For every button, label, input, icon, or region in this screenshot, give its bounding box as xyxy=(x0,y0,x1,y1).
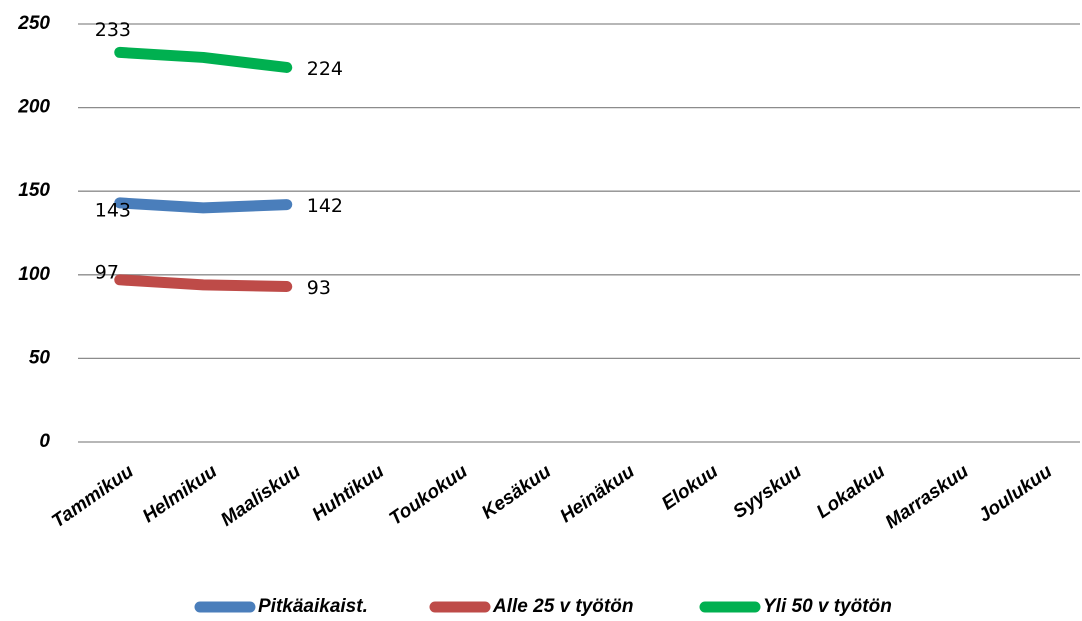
data-label: 143 xyxy=(95,199,131,221)
data-label: 233 xyxy=(95,19,131,41)
x-tick-label: Huhtikuu xyxy=(309,461,389,526)
x-tick-label: Kesäkuu xyxy=(478,461,555,524)
data-label: 142 xyxy=(307,195,343,217)
x-tick-label: Joulukuu xyxy=(975,461,1057,527)
y-tick-label: 50 xyxy=(29,347,51,368)
y-tick-label: 100 xyxy=(18,264,50,285)
x-tick-label: Syyskuu xyxy=(729,461,805,523)
x-tick-label: Marraskuu xyxy=(882,461,973,534)
y-tick-label: 150 xyxy=(18,180,50,201)
x-tick-label: Lokakuu xyxy=(813,461,889,523)
data-label: 93 xyxy=(307,277,331,299)
legend-label: Alle 25 v työtön xyxy=(492,596,633,617)
y-tick-label: 250 xyxy=(17,13,50,34)
legend-label: Yli 50 v työtön xyxy=(763,596,892,617)
series-line xyxy=(114,197,293,214)
x-tick-label: Tammikuu xyxy=(48,461,138,533)
series-line xyxy=(114,46,293,73)
x-tick-label: Toukokuu xyxy=(386,461,472,530)
x-tick-label: Helmikuu xyxy=(139,461,221,527)
legend-label: Pitkäaikaist. xyxy=(258,596,368,617)
series-line xyxy=(114,274,293,293)
y-tick-label: 200 xyxy=(17,97,50,118)
x-tick-label: Elokuu xyxy=(658,461,722,515)
x-tick-label: Heinäkuu xyxy=(556,461,638,527)
data-label: 224 xyxy=(307,58,343,80)
data-label: 97 xyxy=(95,261,119,283)
x-tick-label: Maaliskuu xyxy=(217,461,305,531)
y-tick-label: 0 xyxy=(39,431,50,452)
